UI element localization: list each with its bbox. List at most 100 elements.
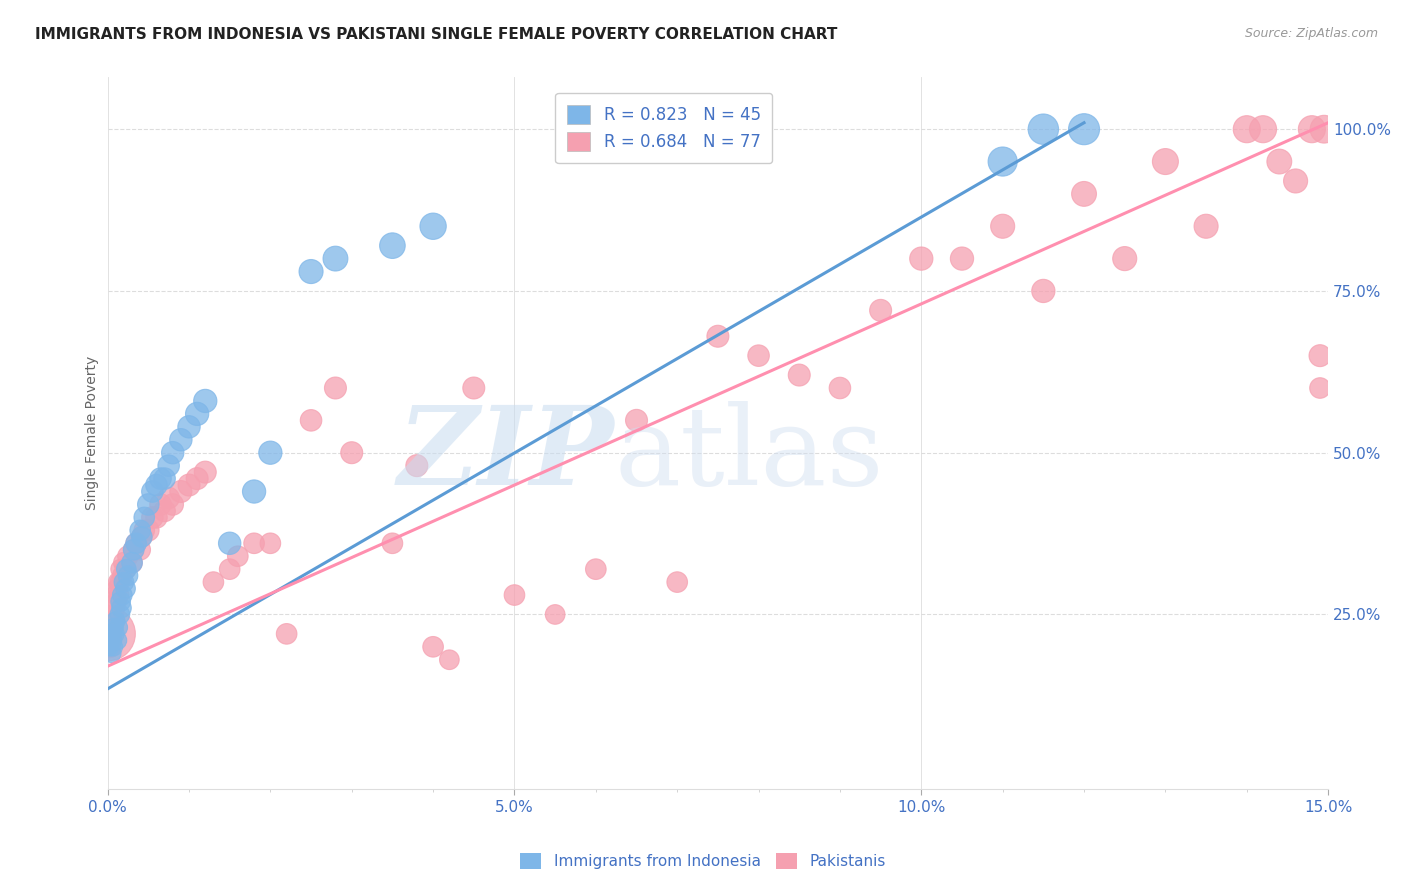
- Point: [950, 252, 973, 266]
- Point: [103, 640, 125, 654]
- Point: [111, 568, 134, 582]
- Point: [381, 536, 404, 550]
- Point: [145, 510, 167, 524]
- Point: [707, 329, 730, 343]
- Point: [103, 620, 125, 634]
- Point: [299, 413, 322, 427]
- Point: [114, 562, 136, 576]
- Point: [422, 219, 444, 234]
- Point: [131, 530, 153, 544]
- Point: [177, 478, 200, 492]
- Point: [98, 640, 121, 654]
- Point: [1251, 122, 1274, 136]
- Point: [104, 588, 127, 602]
- Point: [131, 530, 153, 544]
- Point: [259, 446, 281, 460]
- Point: [585, 562, 607, 576]
- Point: [218, 562, 240, 576]
- Point: [136, 524, 159, 538]
- Point: [828, 381, 851, 395]
- Point: [422, 640, 444, 654]
- Point: [108, 588, 131, 602]
- Point: [1309, 381, 1331, 395]
- Point: [141, 484, 163, 499]
- Point: [626, 413, 648, 427]
- Point: [107, 620, 129, 634]
- Point: [105, 582, 128, 596]
- Point: [1154, 154, 1177, 169]
- Point: [259, 536, 281, 550]
- Point: [157, 491, 180, 505]
- Point: [122, 542, 145, 557]
- Point: [1284, 174, 1306, 188]
- Point: [121, 556, 143, 570]
- Point: [112, 575, 135, 590]
- Point: [177, 419, 200, 434]
- Point: [1032, 284, 1054, 298]
- Point: [101, 633, 124, 648]
- Point: [108, 607, 131, 622]
- Point: [869, 303, 891, 318]
- Point: [141, 510, 163, 524]
- Point: [439, 653, 461, 667]
- Point: [162, 446, 184, 460]
- Point: [276, 627, 298, 641]
- Point: [153, 472, 176, 486]
- Point: [136, 498, 159, 512]
- Point: [194, 393, 217, 408]
- Point: [111, 588, 134, 602]
- Point: [110, 594, 132, 608]
- Point: [991, 219, 1014, 234]
- Point: [243, 484, 266, 499]
- Point: [149, 498, 172, 512]
- Point: [108, 575, 131, 590]
- Point: [194, 465, 217, 479]
- Point: [910, 252, 932, 266]
- Point: [114, 582, 136, 596]
- Point: [1195, 219, 1218, 234]
- Legend: R = 0.823   N = 45, R = 0.684   N = 77: R = 0.823 N = 45, R = 0.684 N = 77: [555, 93, 772, 163]
- Point: [112, 556, 135, 570]
- Point: [1073, 122, 1095, 136]
- Point: [125, 536, 148, 550]
- Point: [666, 575, 689, 590]
- Point: [170, 484, 193, 499]
- Point: [149, 472, 172, 486]
- Point: [105, 594, 128, 608]
- Point: [186, 407, 208, 421]
- Point: [991, 154, 1014, 169]
- Point: [1032, 122, 1054, 136]
- Point: [243, 536, 266, 550]
- Point: [503, 588, 526, 602]
- Point: [1309, 349, 1331, 363]
- Point: [110, 562, 132, 576]
- Point: [103, 607, 125, 622]
- Point: [202, 575, 225, 590]
- Point: [129, 524, 152, 538]
- Point: [544, 607, 567, 622]
- Point: [117, 549, 139, 564]
- Point: [134, 524, 156, 538]
- Point: [787, 368, 810, 382]
- Point: [117, 568, 139, 582]
- Point: [103, 614, 125, 628]
- Point: [162, 498, 184, 512]
- Point: [122, 542, 145, 557]
- Point: [100, 633, 122, 648]
- Point: [157, 458, 180, 473]
- Text: IMMIGRANTS FROM INDONESIA VS PAKISTANI SINGLE FEMALE POVERTY CORRELATION CHART: IMMIGRANTS FROM INDONESIA VS PAKISTANI S…: [35, 27, 838, 42]
- Point: [121, 556, 143, 570]
- Point: [98, 640, 121, 654]
- Point: [1073, 186, 1095, 201]
- Point: [105, 633, 128, 648]
- Point: [129, 542, 152, 557]
- Point: [101, 620, 124, 634]
- Point: [299, 264, 322, 278]
- Point: [405, 458, 427, 473]
- Point: [104, 614, 127, 628]
- Point: [98, 627, 121, 641]
- Point: [218, 536, 240, 550]
- Point: [186, 472, 208, 486]
- Text: Source: ZipAtlas.com: Source: ZipAtlas.com: [1244, 27, 1378, 40]
- Point: [748, 349, 770, 363]
